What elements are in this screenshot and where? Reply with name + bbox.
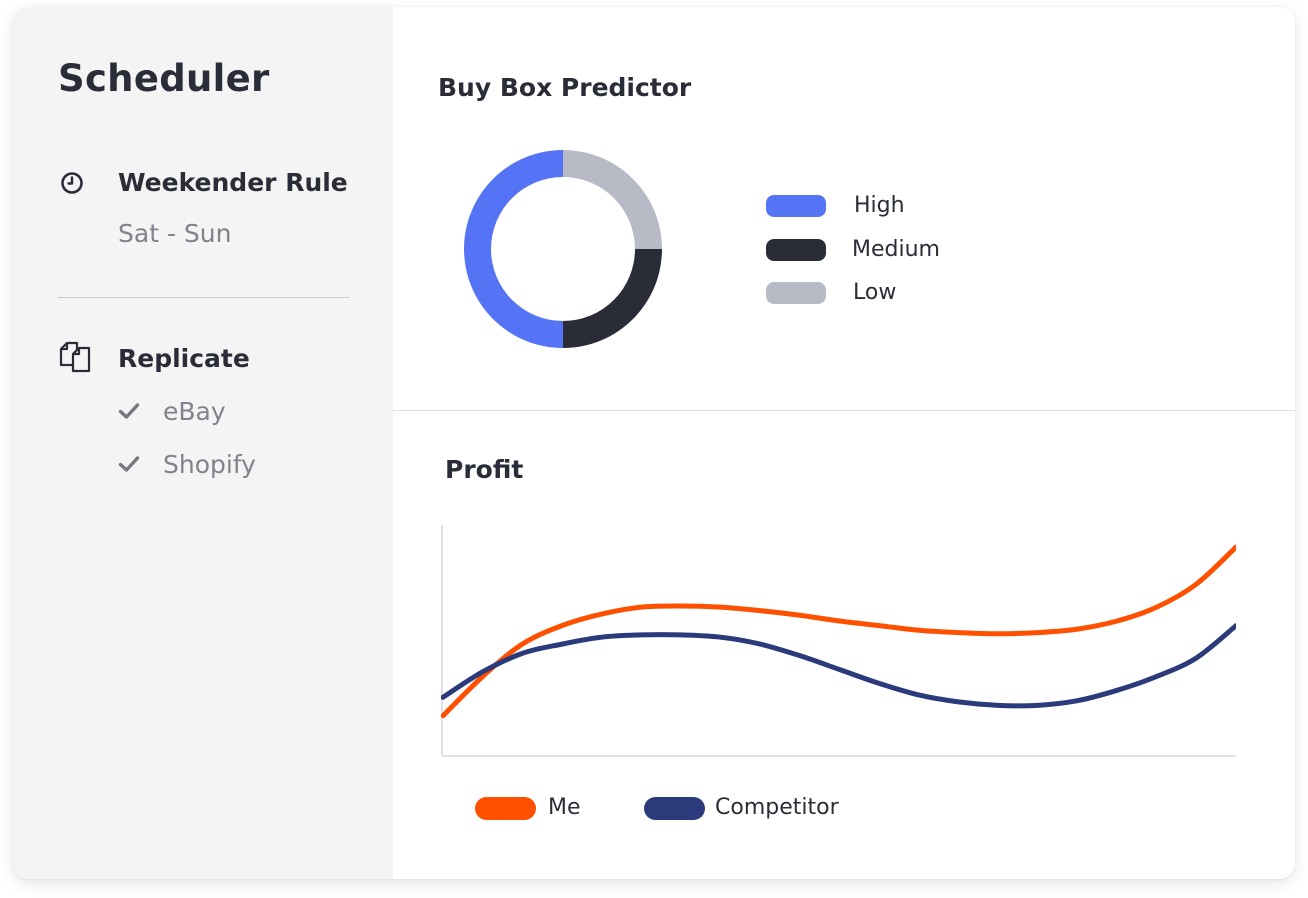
replicate-item-ebay[interactable]: eBay: [118, 397, 358, 427]
donut-slice-high: [464, 150, 563, 348]
main-panel: Buy Box Predictor High Medium Low Profit…: [393, 7, 1295, 879]
series-line-me: [441, 544, 1236, 719]
legend-label-low: Low: [853, 280, 897, 305]
buy-box-title: Buy Box Predictor: [438, 73, 692, 102]
legend-label-medium: Medium: [852, 237, 940, 262]
donut-slice-low: [563, 150, 662, 249]
sidebar-divider: [58, 297, 349, 298]
buy-box-donut-chart: [464, 150, 662, 348]
replicate-title[interactable]: Replicate: [118, 344, 250, 373]
replicate-item-label: eBay: [163, 397, 226, 426]
check-icon: [118, 456, 140, 472]
legend-label-high: High: [854, 193, 905, 218]
check-icon: [118, 403, 140, 419]
legend-swatch-high: [766, 195, 826, 217]
scheduler-card: Scheduler Weekender Rule Sat - Sun Repli…: [13, 7, 1295, 879]
profit-legend-swatch-me: [475, 797, 536, 820]
profit-legend-swatch-competitor: [644, 797, 705, 820]
scheduler-sidebar: Scheduler Weekender Rule Sat - Sun Repli…: [13, 7, 393, 879]
weekender-rule-days: Sat - Sun: [118, 219, 232, 248]
replicate-item-label: Shopify: [163, 450, 256, 479]
replicate-item-shopify[interactable]: Shopify: [118, 450, 358, 480]
profit-legend-label-me: Me: [548, 795, 581, 820]
legend-swatch-low: [766, 282, 826, 304]
scheduler-title: Scheduler: [58, 57, 270, 100]
series-line-competitor: [441, 623, 1236, 709]
section-divider: [393, 410, 1295, 411]
donut-slice-medium: [563, 249, 662, 348]
legend-swatch-medium: [766, 239, 826, 261]
profit-legend-label-competitor: Competitor: [715, 795, 839, 820]
profit-line-chart: [441, 525, 1236, 757]
profit-title: Profit: [445, 455, 524, 484]
copy-icon: [59, 341, 91, 373]
clock-icon: [61, 172, 83, 194]
weekender-rule-title[interactable]: Weekender Rule: [118, 168, 348, 197]
